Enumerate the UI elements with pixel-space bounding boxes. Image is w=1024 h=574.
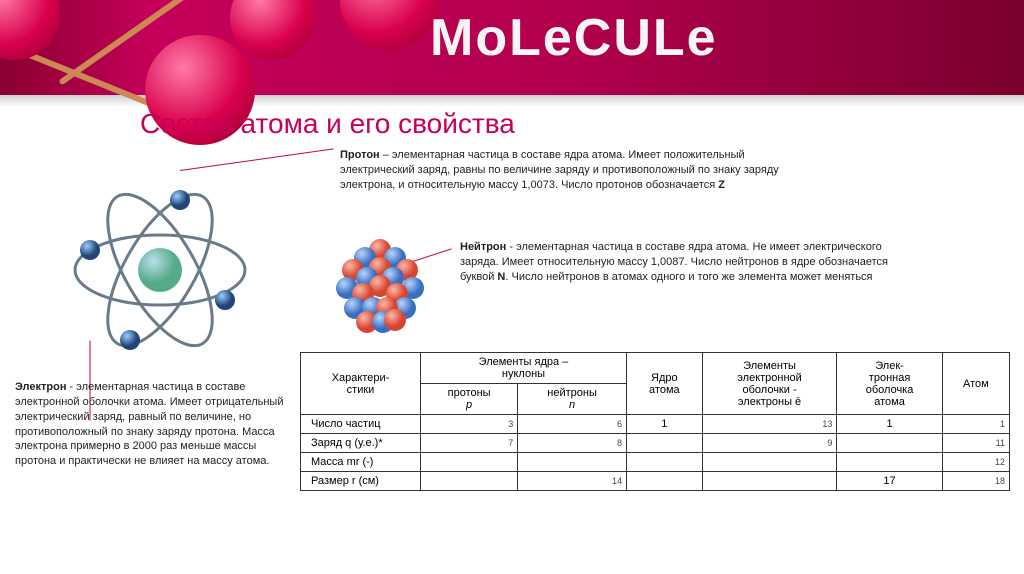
table-row: Число частиц3611311 xyxy=(301,415,1010,434)
table-cell: 13 xyxy=(702,415,837,434)
table-row: Заряд q (у.е.)*78 9 11 xyxy=(301,434,1010,453)
col-neutrons: нейтроныn xyxy=(518,384,627,415)
table-row: Масса mr (-) 12 xyxy=(301,453,1010,472)
col-nucleons: Элементы ядра – нуклоны xyxy=(421,353,627,384)
callout-line-proton xyxy=(180,148,334,171)
table-cell xyxy=(626,453,702,472)
term-electron: Электрон xyxy=(15,381,67,393)
table-cell: 8 xyxy=(518,434,627,453)
particle-table: Характери- стики Элементы ядра – нуклоны… xyxy=(300,352,1010,491)
table-cell xyxy=(702,453,837,472)
page-title: Состав атома и его свойства xyxy=(140,108,515,140)
table-cell: 12 xyxy=(942,453,1009,472)
table-cell xyxy=(837,453,942,472)
definition-proton: Протон – элементарная частица в составе … xyxy=(340,148,790,193)
table-cell: Число частиц xyxy=(301,415,421,434)
table-cell xyxy=(421,472,518,491)
table-cell xyxy=(518,453,627,472)
table-cell: 1 xyxy=(626,415,702,434)
term-neutron: Нейтрон xyxy=(460,241,506,253)
brand-title: MoLeCULe xyxy=(430,8,718,68)
table-cell xyxy=(702,472,837,491)
table-row: Размер r (см) 14 1718 xyxy=(301,472,1010,491)
table-cell xyxy=(837,434,942,453)
table-cell: Размер r (см) xyxy=(301,472,421,491)
text-proton: – элементарная частица в составе ядра ат… xyxy=(340,149,779,191)
definition-neutron: Нейтрон - элементарная частица в составе… xyxy=(460,240,900,285)
table-cell: 7 xyxy=(421,434,518,453)
col-protons: протоныp xyxy=(421,384,518,415)
table-cell: 1 xyxy=(837,415,942,434)
symbol-z: Z xyxy=(718,179,725,191)
table-cell: 6 xyxy=(518,415,627,434)
atom-diagram xyxy=(60,170,260,370)
col-shell-electrons: Элементы электронной оболочки - электрон… xyxy=(702,353,837,415)
term-proton: Протон xyxy=(340,149,380,161)
col-characteristics: Характери- стики xyxy=(301,353,421,415)
table-cell xyxy=(626,472,702,491)
table-cell: 3 xyxy=(421,415,518,434)
table-cell xyxy=(626,434,702,453)
table-cell: Масса mr (-) xyxy=(301,453,421,472)
col-nucleus: Ядро атома xyxy=(626,353,702,415)
text-electron: - элементарная частица в составе электро… xyxy=(15,381,283,467)
table-cell: 18 xyxy=(942,472,1009,491)
col-electron-shell: Элек- тронная оболочка атома xyxy=(837,353,942,415)
text-neutron-2: . Число нейтронов в атомах одного и того… xyxy=(505,271,872,283)
col-atom: Атом xyxy=(942,353,1009,415)
table-cell: 17 xyxy=(837,472,942,491)
definition-electron: Электрон - элементарная частица в состав… xyxy=(15,380,285,469)
table-cell xyxy=(421,453,518,472)
table-cell: Заряд q (у.е.)* xyxy=(301,434,421,453)
nucleus-diagram xyxy=(325,230,435,340)
table-cell: 14 xyxy=(518,472,627,491)
table-cell: 11 xyxy=(942,434,1009,453)
table-cell: 9 xyxy=(702,434,837,453)
table-cell: 1 xyxy=(942,415,1009,434)
